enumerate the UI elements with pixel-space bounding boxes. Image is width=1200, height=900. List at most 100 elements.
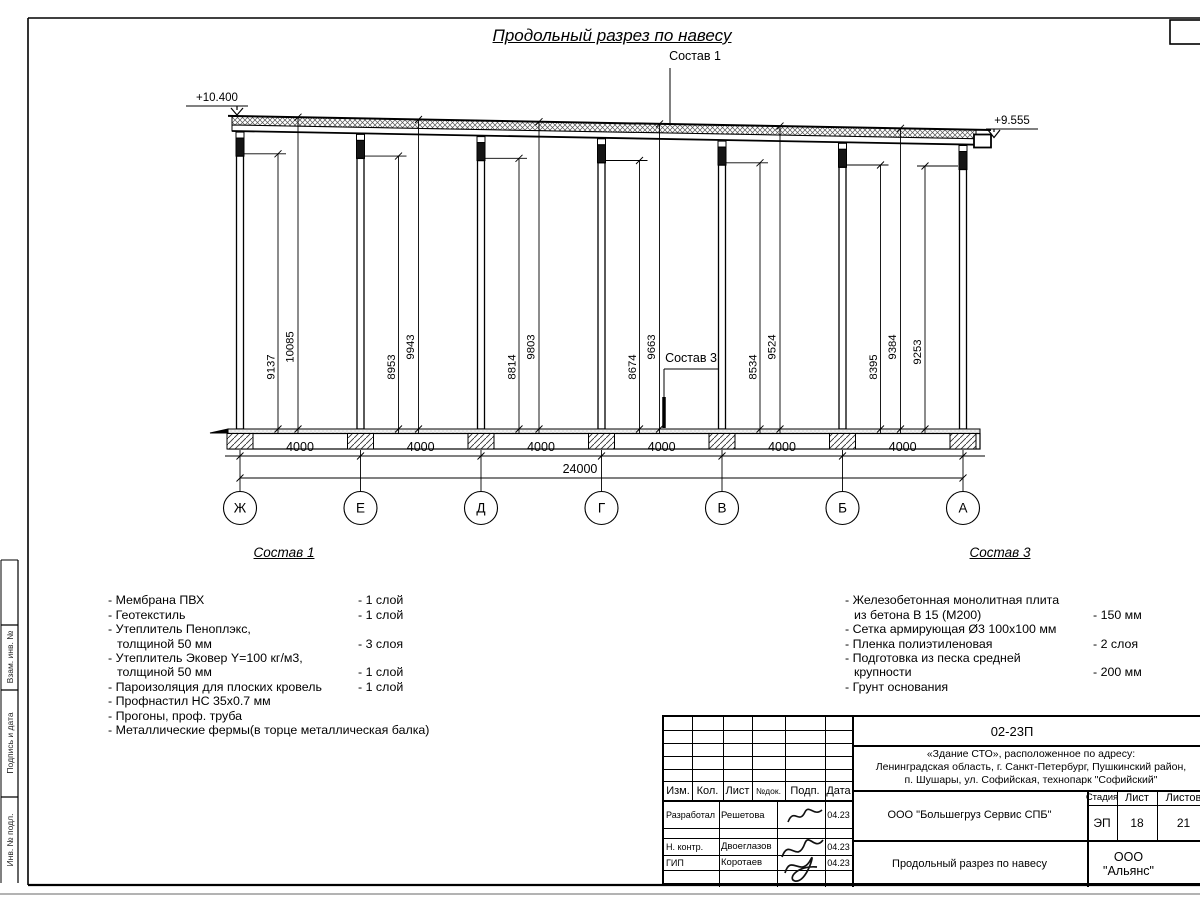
tb-role: Н. контр. (666, 841, 704, 852)
tb-name: Решетова (721, 809, 765, 821)
dim-height: 8674 (627, 354, 639, 379)
dim-4000: 4000 (768, 440, 796, 454)
tb-sheets-label: Листов (1165, 791, 1200, 804)
tb-sheet-value: 18 (1130, 815, 1144, 830)
axis-label: Г (598, 501, 606, 516)
dim-4000: 4000 (286, 440, 314, 454)
dim-4000: 4000 (407, 440, 435, 454)
list-item: из бетона В 15 (М200) - 150 мм (854, 607, 1142, 622)
signature-razrabotal (787, 808, 823, 823)
list-item: крупности - 200 мм (854, 665, 1142, 680)
slab (209, 428, 981, 450)
axis-label: Б (838, 501, 847, 516)
dim-height: 8395 (868, 354, 880, 379)
signature-gip (781, 839, 824, 882)
list-item: - Подготовка из песка средней (845, 651, 1021, 666)
elevation-left: +10.400 (196, 92, 238, 104)
tb-name: Двоеглазов (721, 841, 772, 852)
list-item: - Утеплитель Пеноплэкс, (108, 622, 251, 637)
tb-header-podp: Подп. (790, 784, 820, 797)
tb-header-list: Лист (725, 784, 750, 797)
margin-label-podpis: Подпись и дата (5, 712, 15, 774)
list-item: - Мембрана ПВХ - 1 слой (108, 593, 404, 608)
tb-date: 04.23 (827, 841, 850, 852)
tb-date: 04.23 (827, 810, 850, 820)
column-g (597, 138, 606, 430)
axis-label: Е (356, 501, 365, 516)
list-item: - Профнастил НС 35х0.7 мм (108, 694, 271, 709)
list-item: - Пароизоляция для плоских кровель - 1 сл… (108, 679, 404, 694)
sheet-frame (0, 17, 1200, 887)
tb-header-ndok: №док. (756, 785, 781, 796)
tb-stage-value: ЭП (1093, 815, 1111, 830)
sostav3-leader (662, 368, 719, 428)
bottom-dimensions (225, 450, 985, 491)
margin-label-inv: Инв. № подл. (5, 813, 15, 867)
list-item: толщиной 50 мм - 3 слоя (117, 636, 404, 651)
tb-header-data: Дата (826, 784, 851, 797)
tb-role: ГИП (666, 857, 684, 868)
tb-name: Коротаев (721, 857, 763, 868)
dim-height: 9663 (646, 334, 658, 359)
corner-stamp-box (1169, 19, 1200, 45)
roof (227, 114, 992, 149)
edge-beam (973, 133, 992, 149)
columns (235, 131, 968, 430)
dim-height: 9253 (912, 339, 924, 364)
sostav3-callout: Состав 3 (665, 351, 717, 365)
tb-header-izm: Изм. (666, 784, 690, 797)
tb-address: «Здание СТО», расположенное по адресу: Л… (875, 748, 1187, 786)
column-zh (235, 131, 245, 430)
list-item: - Утеплитель Эковер Y=100 кг/м3, (108, 651, 303, 666)
dim-height: 8953 (386, 354, 398, 379)
column-b (838, 142, 847, 430)
dim-height: 9943 (405, 334, 417, 359)
dim-height: 9524 (766, 334, 778, 359)
axis-bubbles (222, 490, 981, 526)
dim-4000: 4000 (889, 440, 917, 454)
tb-sheets-value: 21 (1176, 815, 1191, 830)
list-item: - Металлические фермы(в торце металличес… (108, 723, 430, 738)
sostav3-block: Состав 3 - Железобетонная монолитная пли… (845, 545, 1185, 694)
tb-sheet-label: Лист (1125, 791, 1149, 804)
sostav1-block: Состав 1 - Мембрана ПВХ - 1 слой - Геотек… (108, 545, 460, 738)
paper-edge (0, 893, 1200, 895)
axis-label: А (958, 501, 967, 516)
dim-height: 8534 (747, 354, 759, 379)
tb-role: Разработал (666, 810, 715, 820)
list-item: - Железобетонная монолитная плита (845, 593, 1060, 608)
height-labels: 9137 10085 8953 9943 8814 9803 8674 9663… (265, 331, 924, 379)
tb-org: ООО "Альянс" (1103, 849, 1154, 878)
column-d (476, 136, 486, 430)
axis-labels: Ж Е Д Г В Б А (234, 501, 968, 516)
list-item: - Пленка полиэтиленовая - 2 слоя (845, 636, 1139, 651)
column-e (356, 133, 365, 430)
dim-height: 9384 (887, 334, 899, 359)
dim-4000: 4000 (527, 440, 555, 454)
height-dimensions (244, 113, 958, 433)
axis-label: Ж (234, 501, 247, 516)
tb-company: ООО "Большегруз Сервис СПБ" (887, 809, 1052, 821)
list-item: толщиной 50 мм - 1 слой (117, 665, 404, 680)
dim-height: 9137 (265, 354, 277, 379)
sostav1-callout: Состав 1 (669, 49, 721, 63)
tb-stage-label: Стадия (1085, 792, 1119, 803)
tb-date: 04.23 (827, 857, 850, 868)
dim-total: 24000 (563, 462, 598, 476)
list-item: - Грунт основания (845, 679, 949, 694)
tb-doc-code: 02-23П (990, 723, 1034, 739)
page-title: Продольный разрез по навесу (492, 26, 732, 45)
column-v (717, 140, 727, 430)
list-item: - Геотекстиль - 1 слой (108, 607, 404, 622)
list-item: - Сетка армирующая Ø3 100х100 мм (845, 622, 1057, 637)
sostav1-title: Состав 1 (253, 545, 315, 560)
elevation-right: +9.555 (994, 115, 1030, 127)
elevation-marks (186, 68, 1038, 428)
bay-dim-labels: 4000 4000 4000 4000 4000 4000 24000 (286, 440, 917, 476)
tb-drawing-name: Продольный разрез по навесу (892, 857, 1047, 870)
dim-4000: 4000 (648, 440, 676, 454)
axis-label: Д (476, 501, 485, 516)
dim-height: 9803 (525, 334, 537, 359)
sostav3-title: Состав 3 (969, 545, 1031, 560)
